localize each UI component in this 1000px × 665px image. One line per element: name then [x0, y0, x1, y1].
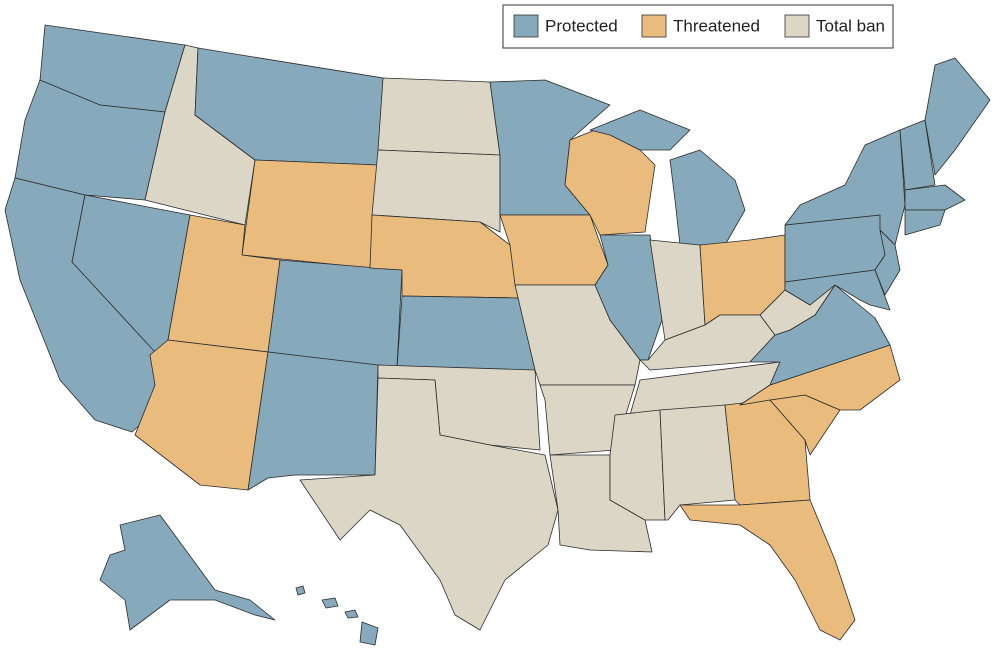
- state: [359, 621, 379, 646]
- state: [669, 149, 746, 246]
- state: [241, 159, 379, 269]
- state: [295, 585, 306, 596]
- legend-label: Total ban: [816, 16, 885, 35]
- state: [321, 597, 339, 609]
- state: [904, 209, 946, 236]
- state: [14, 79, 166, 201]
- state: [396, 295, 536, 371]
- state: [267, 259, 403, 369]
- legend-swatch: [513, 14, 539, 38]
- state: [609, 409, 666, 521]
- legend-box: [502, 4, 894, 49]
- state: [371, 149, 501, 233]
- state: [739, 344, 901, 411]
- state: [784, 269, 891, 311]
- state: [659, 404, 736, 521]
- state: [99, 514, 276, 631]
- state: [247, 351, 379, 491]
- state: [539, 384, 636, 456]
- legend: Protected Threatened Total ban: [513, 14, 885, 38]
- state: [299, 377, 559, 631]
- state: [134, 339, 269, 491]
- legend-label: Protected: [545, 16, 618, 35]
- state: [589, 109, 691, 151]
- state: [344, 609, 359, 619]
- state: [784, 129, 906, 246]
- state: [499, 214, 609, 286]
- legend-swatch: [784, 14, 810, 38]
- legend-label: Threatened: [673, 16, 760, 35]
- state: [874, 229, 901, 296]
- state: [377, 77, 501, 156]
- state: [904, 184, 966, 211]
- state: [679, 499, 856, 641]
- state: [899, 119, 936, 191]
- states: [4, 24, 991, 646]
- state: [924, 57, 991, 176]
- legend-swatch: [641, 14, 667, 38]
